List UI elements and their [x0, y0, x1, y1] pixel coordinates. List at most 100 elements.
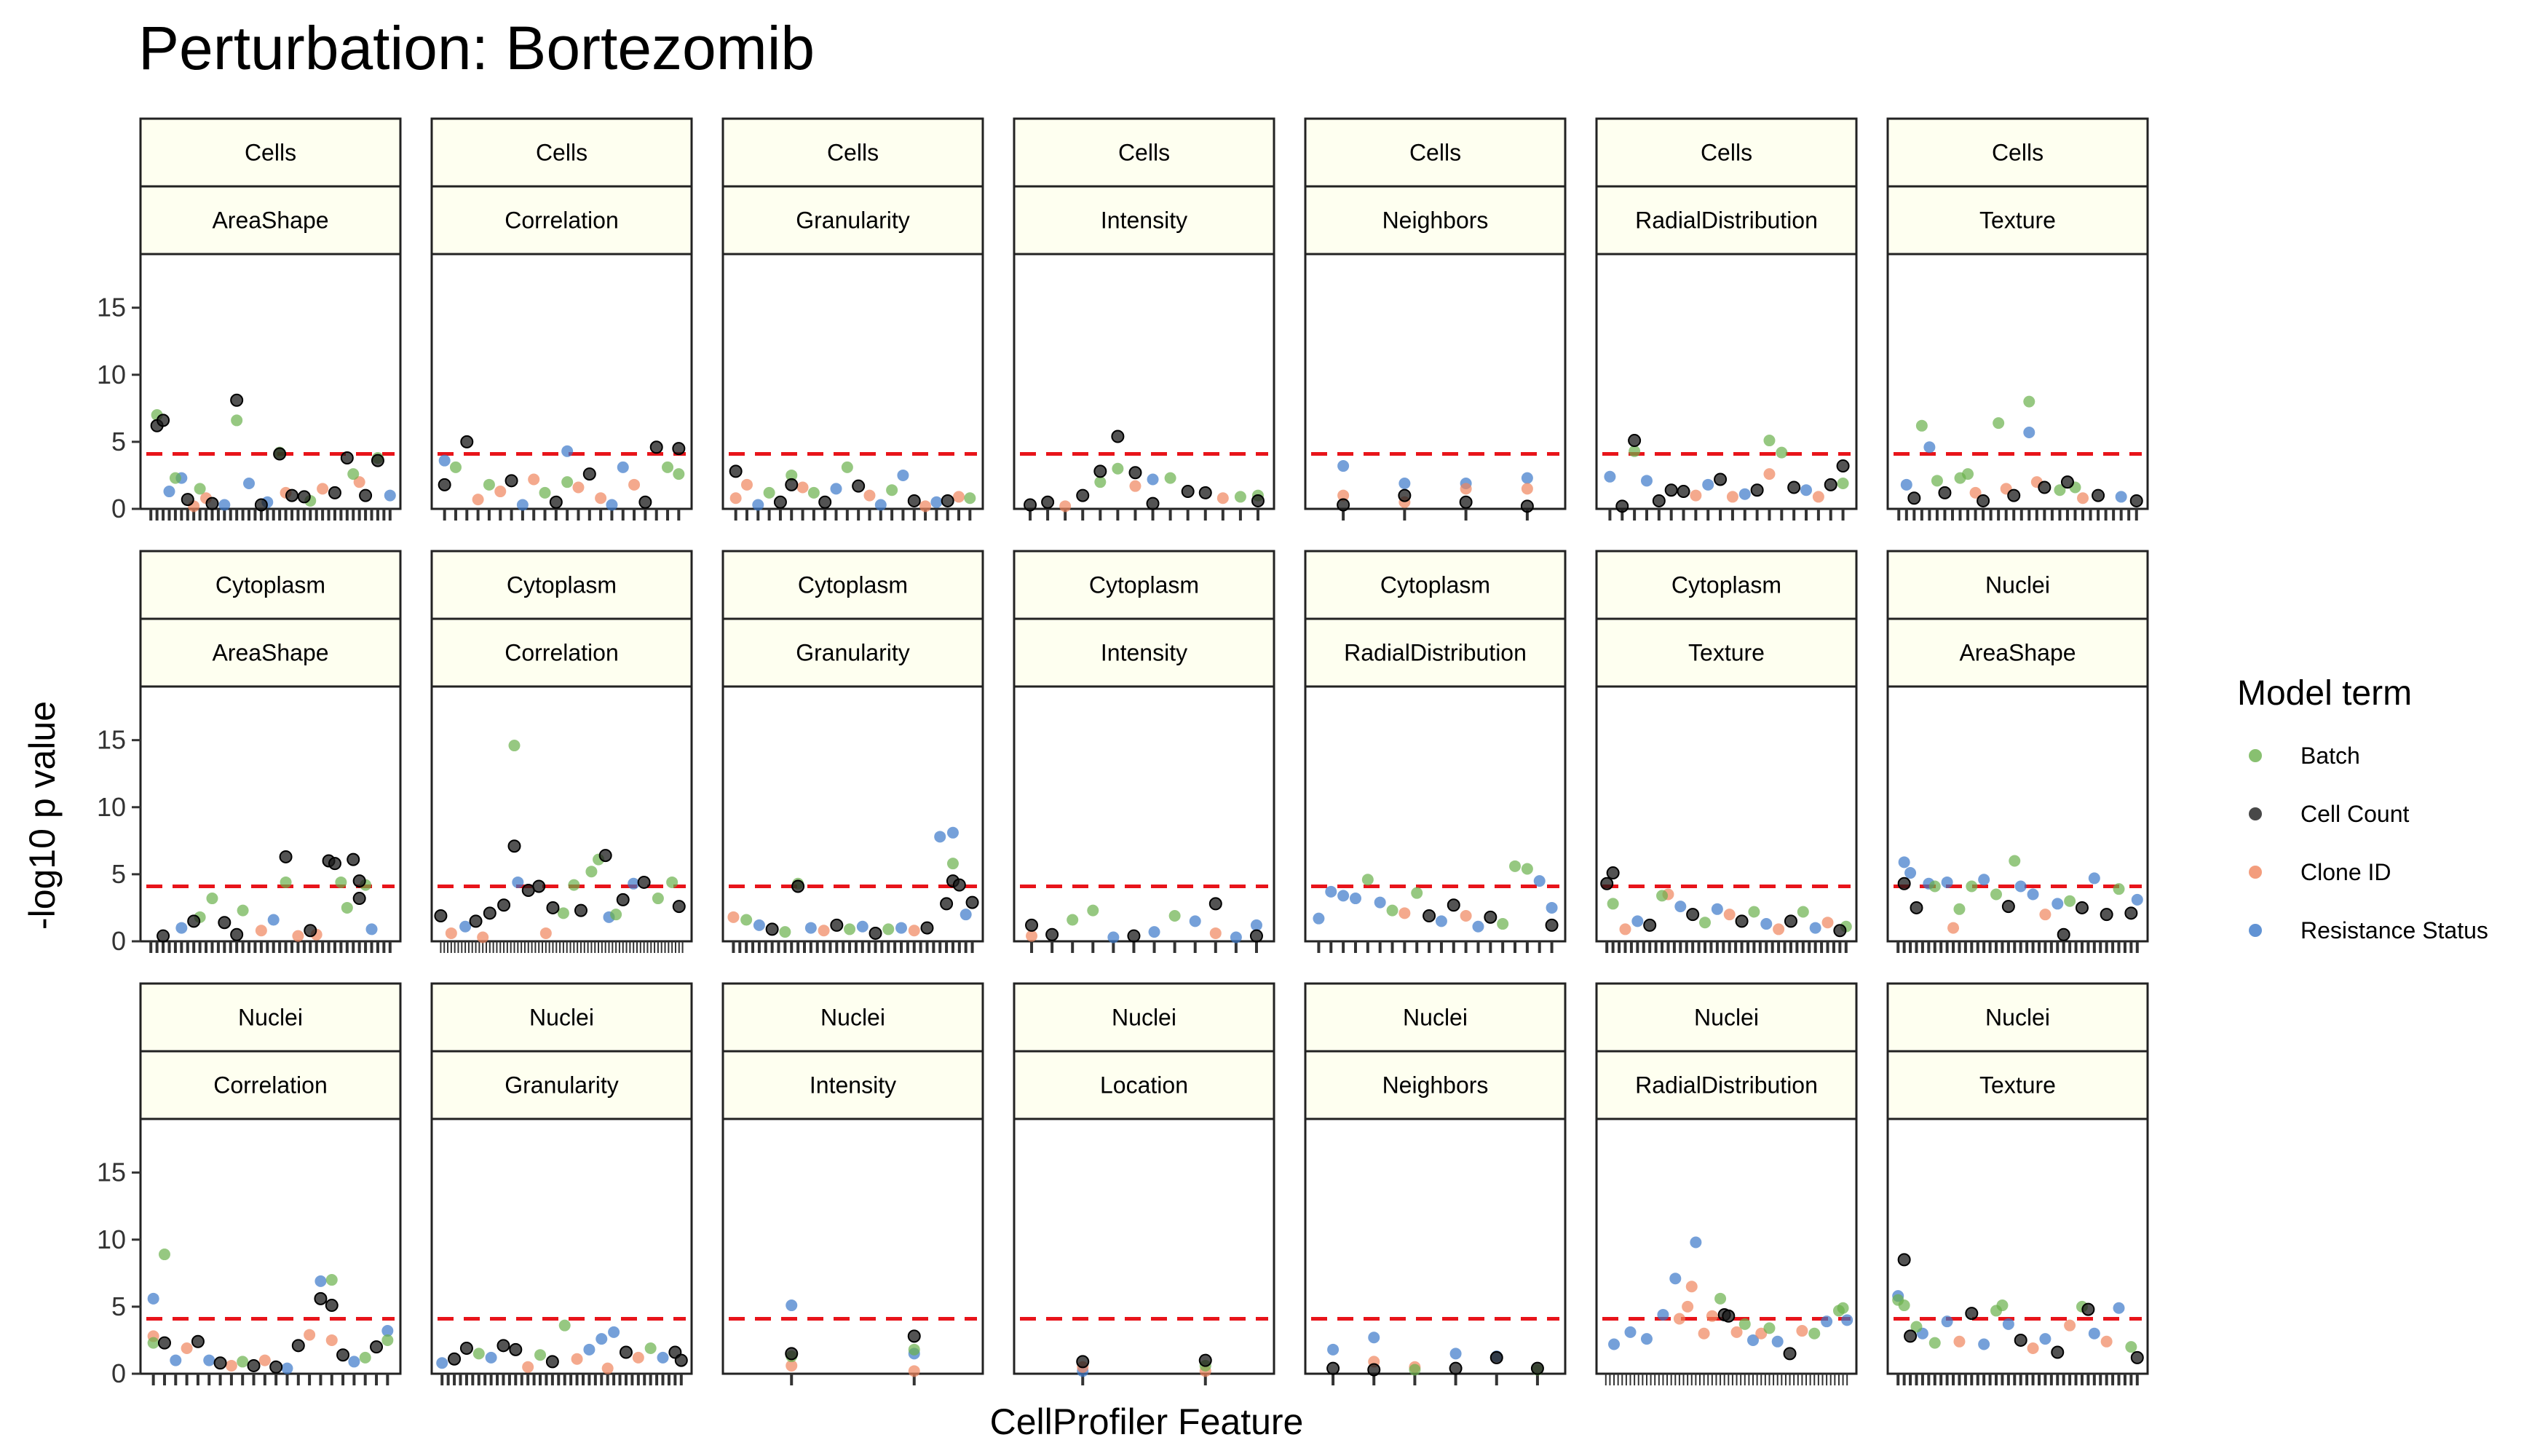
data-point — [673, 468, 685, 480]
data-point — [347, 852, 360, 866]
facet-plot-area — [1013, 1117, 1275, 1375]
facet-strip-compartment — [430, 550, 693, 620]
facet-panel: Cells RadialDistribution — [1595, 117, 1858, 521]
data-point — [494, 486, 507, 498]
data-point — [572, 481, 585, 494]
data-point — [649, 440, 663, 454]
facet-plot-area — [1886, 1117, 2149, 1375]
data-point — [1398, 907, 1411, 919]
data-point — [1722, 1309, 1736, 1323]
facet-panel: Nuclei Granularity — [430, 982, 693, 1385]
data-point — [610, 909, 622, 921]
facet-strip-compartment-label: Cells — [1118, 140, 1170, 166]
facet-strip-feature-label: Neighbors — [1382, 207, 1489, 234]
facet-strip-feature — [1304, 617, 1567, 688]
data-point — [1629, 445, 1641, 457]
data-point — [1398, 478, 1411, 489]
data-point — [568, 879, 580, 891]
data-point — [2113, 883, 2125, 895]
data-point — [335, 876, 347, 888]
data-point — [1690, 489, 1702, 502]
data-point — [2027, 1342, 2039, 1354]
data-point — [773, 495, 787, 509]
data-point — [384, 489, 396, 502]
data-point — [2027, 888, 2039, 901]
data-point — [941, 494, 954, 507]
data-point — [1977, 494, 1990, 507]
data-point — [619, 1345, 633, 1359]
legend-swatch — [2249, 866, 2262, 879]
data-point — [352, 874, 366, 888]
data-point — [1624, 1326, 1637, 1338]
data-point — [1699, 917, 1712, 929]
data-point — [472, 494, 484, 506]
data-point — [328, 857, 341, 871]
data-point — [582, 467, 596, 481]
legend-swatch — [2249, 924, 2262, 937]
data-point — [285, 488, 298, 502]
data-point — [574, 903, 587, 917]
data-point — [1189, 915, 1201, 927]
data-point — [175, 922, 188, 934]
data-point — [181, 1342, 193, 1354]
data-point — [1497, 918, 1509, 930]
chart-title: Perturbation: Bortezomib — [138, 14, 815, 82]
data-point — [1674, 901, 1687, 913]
data-point — [1411, 887, 1423, 899]
data-point — [606, 499, 618, 511]
data-point — [1216, 492, 1229, 505]
data-point — [497, 898, 511, 912]
data-point — [1164, 472, 1176, 484]
facet-plot-area — [1595, 685, 1858, 943]
facet-strip-feature-label: Texture — [1688, 640, 1765, 666]
data-point — [230, 393, 244, 407]
data-point — [1953, 1335, 1966, 1348]
data-point — [449, 461, 462, 473]
data-point — [1076, 1355, 1090, 1369]
data-point — [1208, 897, 1222, 911]
data-point — [170, 1354, 182, 1366]
facet-strip-compartment-label: Cells — [1409, 140, 1461, 166]
facet-strip-feature — [1595, 617, 1858, 688]
data-point — [1067, 914, 1079, 926]
data-point — [1996, 1299, 2009, 1312]
data-point — [1409, 1364, 1421, 1376]
facet-plot-area — [139, 253, 402, 510]
facet-strip-compartment-label: Cytoplasm — [1380, 572, 1490, 598]
facet-panel: Nuclei Neighbors — [1304, 982, 1567, 1385]
data-point — [1327, 1343, 1340, 1356]
data-point — [336, 1348, 350, 1362]
data-point — [1686, 908, 1700, 922]
data-point — [325, 1334, 338, 1346]
facet-panel: Cytoplasm RadialDistribution — [1304, 550, 1567, 953]
data-point — [1337, 890, 1350, 902]
data-point — [539, 486, 551, 499]
data-point — [157, 929, 170, 943]
data-point — [1607, 898, 1619, 910]
data-point — [946, 858, 959, 870]
data-point — [340, 451, 354, 464]
data-point — [169, 472, 181, 484]
data-point — [549, 495, 563, 509]
data-point — [1771, 1335, 1784, 1348]
data-point — [729, 492, 742, 505]
data-point — [672, 442, 686, 456]
data-point — [1361, 874, 1374, 886]
data-point — [953, 491, 965, 503]
facet-strip-feature — [1595, 1050, 1858, 1120]
data-point — [347, 468, 360, 480]
y-tick-label: 15 — [97, 1158, 126, 1187]
facet-strip-feature — [1886, 1050, 2149, 1120]
y-tick-label: 15 — [97, 725, 126, 755]
data-point — [291, 1339, 305, 1353]
data-point — [1026, 930, 1038, 942]
data-point — [1673, 1313, 1685, 1325]
data-point — [546, 901, 560, 914]
facet-strip-feature — [1013, 617, 1275, 688]
data-point — [1682, 1300, 1694, 1313]
facet-strip-compartment — [1886, 117, 2149, 188]
y-tick-label: 10 — [97, 360, 126, 389]
data-point — [1619, 923, 1631, 935]
data-point — [1041, 495, 1055, 509]
data-point — [1763, 468, 1776, 480]
